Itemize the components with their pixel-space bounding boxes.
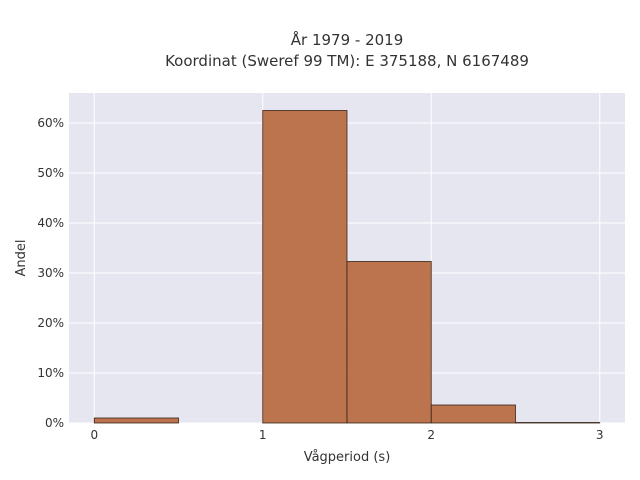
- histogram-bar: [346, 261, 432, 424]
- y-tick-label: 20%: [37, 316, 64, 330]
- y-axis-ticks: 0% 10% 20% 30% 40% 50% 60%: [37, 116, 64, 430]
- chart-title-line2: Koordinat (Sweref 99 TM): E 375188, N 61…: [165, 52, 529, 70]
- histogram-bar: [515, 422, 601, 424]
- bars: [93, 110, 601, 424]
- y-tick-label: 60%: [37, 116, 64, 130]
- chart-title-line1: År 1979 - 2019: [291, 30, 404, 49]
- x-tick-label: 1: [259, 428, 267, 442]
- y-tick-label: 40%: [37, 216, 64, 230]
- x-axis-title: Vågperiod (s): [304, 450, 391, 465]
- y-tick-label: 0%: [45, 416, 64, 430]
- x-tick-label: 0: [90, 428, 98, 442]
- histogram-bar: [93, 417, 179, 424]
- histogram-bar: [430, 404, 516, 424]
- y-tick-label: 50%: [37, 166, 64, 180]
- x-tick-label: 2: [427, 428, 435, 442]
- x-axis-ticks: 0 1 2 3: [90, 428, 603, 442]
- histogram-bar: [262, 110, 348, 424]
- y-axis-title: Andel: [14, 240, 29, 277]
- y-tick-label: 10%: [37, 366, 64, 380]
- y-tick-label: 30%: [37, 266, 64, 280]
- x-tick-label: 3: [596, 428, 604, 442]
